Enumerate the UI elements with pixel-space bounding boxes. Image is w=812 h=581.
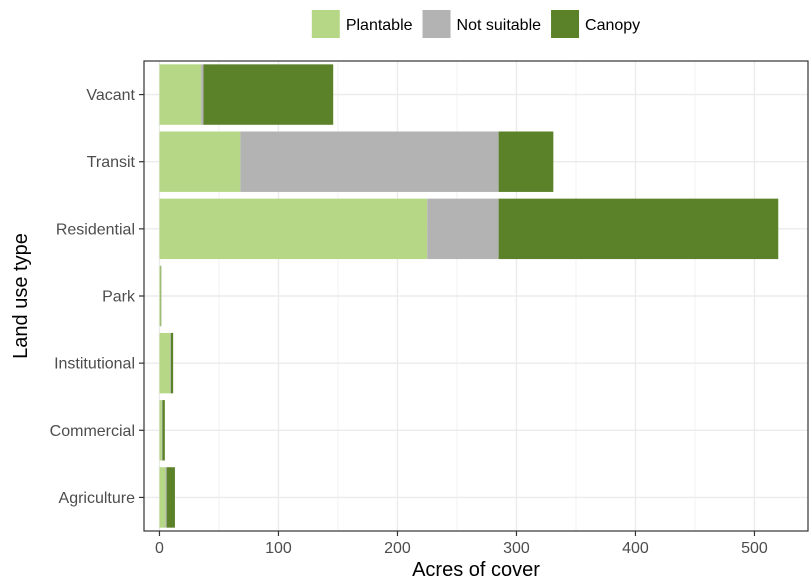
bar-vacant-not-suitable bbox=[201, 64, 204, 125]
bar-commercial-not-suitable bbox=[161, 400, 163, 461]
legend-label: Plantable bbox=[346, 17, 413, 34]
legend-key-not-suitable bbox=[422, 10, 451, 38]
bar-agriculture-plantable bbox=[159, 467, 166, 528]
x-axis-title: Acres of cover bbox=[412, 559, 540, 581]
y-tick-label: Institutional bbox=[54, 356, 135, 373]
bar-transit-canopy bbox=[498, 131, 554, 192]
bar-residential-canopy bbox=[498, 198, 779, 260]
y-tick-label: Park bbox=[102, 289, 136, 306]
x-tick-label: 500 bbox=[741, 540, 768, 557]
bar-residential-not-suitable bbox=[427, 198, 499, 260]
legend-key-plantable bbox=[311, 10, 340, 38]
y-tick-label: Agriculture bbox=[59, 490, 136, 507]
legend-key-canopy bbox=[551, 10, 580, 38]
bar-park-plantable bbox=[159, 265, 161, 327]
y-tick-label: Vacant bbox=[86, 87, 135, 104]
y-tick-label: Transit bbox=[87, 154, 136, 171]
bar-institutional-canopy bbox=[170, 332, 174, 394]
bar-transit-not-suitable bbox=[240, 131, 499, 192]
bar-institutional-not-suitable bbox=[170, 332, 171, 394]
x-axis: 0 100 200 300 400 500 bbox=[155, 531, 768, 557]
x-tick-label: 400 bbox=[622, 540, 649, 557]
bar-transit-plantable bbox=[159, 131, 241, 192]
x-tick-label: 0 bbox=[155, 540, 164, 557]
legend: Plantable Not suitable Canopy bbox=[311, 10, 640, 38]
bar-park-canopy bbox=[160, 265, 162, 327]
legend-label: Not suitable bbox=[457, 17, 542, 34]
bar-vacant-canopy bbox=[203, 64, 334, 125]
bar-agriculture-not-suitable bbox=[165, 467, 167, 528]
x-tick-label: 300 bbox=[503, 540, 530, 557]
bar-commercial-plantable bbox=[159, 400, 162, 461]
y-tick-label: Commercial bbox=[50, 423, 135, 440]
y-axis: Agriculture Commercial Institutional Park Re… bbox=[50, 87, 144, 507]
bar-commercial-canopy bbox=[162, 400, 165, 461]
legend-label: Canopy bbox=[585, 17, 640, 34]
bar-institutional-plantable bbox=[159, 332, 171, 394]
bar-agriculture-canopy bbox=[166, 467, 175, 528]
bar-vacant-plantable bbox=[159, 64, 202, 125]
y-axis-title: Land use type bbox=[10, 233, 32, 359]
bar-residential-plantable bbox=[159, 198, 428, 260]
y-tick-label: Residential bbox=[56, 221, 135, 238]
x-tick-label: 200 bbox=[384, 540, 411, 557]
x-tick-label: 100 bbox=[265, 540, 292, 557]
bars bbox=[159, 64, 779, 528]
